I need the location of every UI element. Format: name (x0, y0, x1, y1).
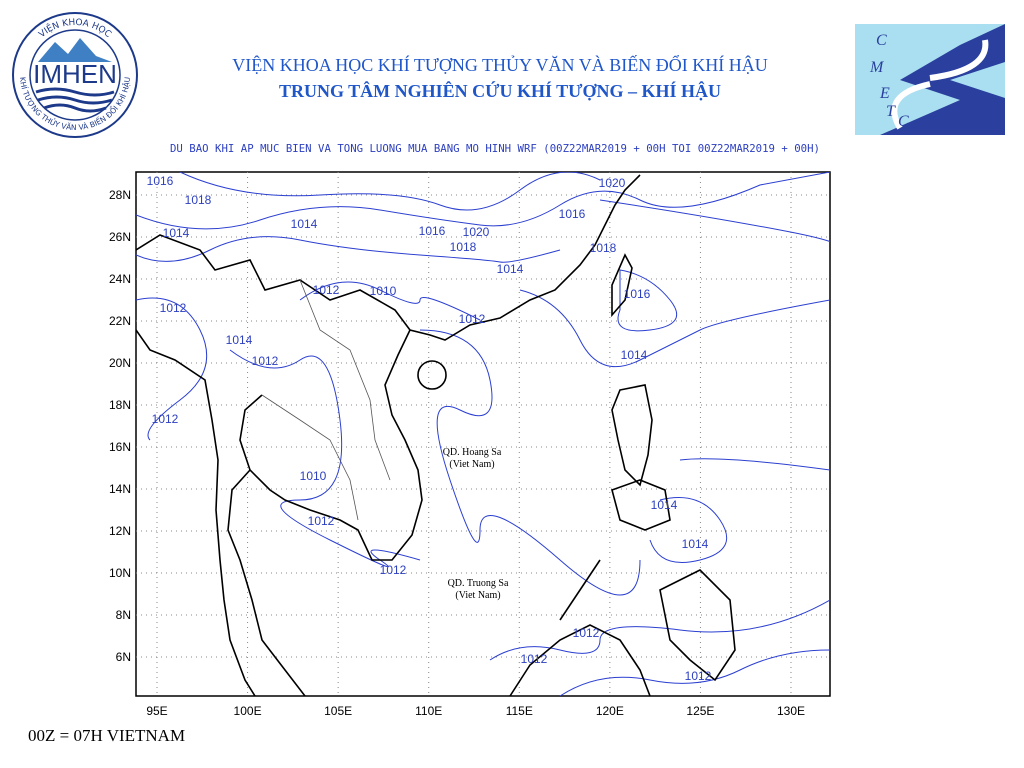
isobar-label: 1012 (252, 354, 279, 368)
isobar-label: 1018 (450, 240, 477, 254)
logo-letter: E (879, 85, 890, 102)
lon-tick-label: 120E (596, 704, 624, 718)
isobar-label: 1012 (313, 283, 340, 297)
lat-tick-label: 6N (116, 650, 131, 664)
isobar-label: 1012 (308, 514, 335, 528)
isobar-label: 1014 (291, 217, 318, 231)
map-frame (135, 171, 831, 697)
map-title: DU BAO KHI AP MUC BIEN VA TONG LUONG MUA… (170, 142, 820, 155)
isobar-label: 1014 (621, 348, 648, 362)
map-content (136, 172, 830, 696)
lon-tick-label: 115E (506, 704, 533, 718)
isobar-label: 1018 (185, 193, 212, 207)
logo-letter: T (886, 103, 896, 120)
lon-tick-label: 105E (324, 704, 352, 718)
lon-tick-label: 100E (234, 704, 262, 718)
isobar-label: 1014 (651, 498, 678, 512)
cmetc-logo (855, 24, 1005, 135)
institute-title: VIỆN KHOA HỌC KHÍ TƯỢNG THỦY VĂN VÀ BIẾN… (232, 54, 767, 75)
isobar-label: 1020 (463, 225, 490, 239)
place-name: QD. Truong Sa (448, 578, 509, 589)
imhen-logo: VIỆN KHOA HỌC KHÍ TƯỢNG THỦY VĂN VÀ BIẾN… (12, 12, 138, 138)
isobar-label: 1018 (590, 241, 617, 255)
isobar-label: 1014 (682, 537, 709, 551)
isobar-label: 1012 (573, 626, 600, 640)
lat-tick-label: 26N (109, 230, 131, 244)
lon-tick-label: 130E (777, 704, 805, 718)
isobar-label: 1014 (163, 226, 190, 240)
isobar-label: 1012 (459, 312, 486, 326)
lat-tick-label: 12N (109, 524, 131, 538)
lat-tick-label: 28N (109, 188, 131, 202)
isobar-label: 1012 (160, 301, 187, 315)
logo-letter: C (876, 32, 887, 49)
lat-tick-label: 22N (109, 314, 131, 328)
isobar-label: 1016 (147, 174, 174, 188)
isobar-label: 1016 (559, 207, 586, 221)
lon-tick-label: 110E (415, 704, 442, 718)
lat-tick-label: 20N (109, 356, 131, 370)
isobar-label: 1020 (599, 176, 626, 190)
place-name: QD. Hoang Sa (443, 447, 502, 458)
isobar-label: 1010 (370, 284, 397, 298)
footer-note: 00Z = 07H VIETNAM (28, 726, 185, 745)
logo-name: IMHEN (33, 59, 117, 89)
isobar-label: 1016 (419, 224, 446, 238)
lat-tick-label: 24N (109, 272, 131, 286)
lat-tick-label: 14N (109, 482, 131, 496)
lat-tick-label: 18N (109, 398, 131, 412)
lon-tick-label: 95E (146, 704, 167, 718)
isobar-label: 1012 (380, 563, 407, 577)
lat-tick-label: 16N (109, 440, 131, 454)
center-title: TRUNG TÂM NGHIÊN CỨU KHÍ TƯỢNG – KHÍ HẬU (279, 80, 721, 101)
isobar-label: 1014 (226, 333, 253, 347)
isobar-label: 1012 (521, 652, 548, 666)
lat-tick-label: 8N (116, 608, 131, 622)
isobar-label: 1014 (497, 262, 524, 276)
coastlines (136, 174, 736, 696)
isobar-label: 1012 (152, 412, 179, 426)
isobar-label: 1012 (685, 669, 712, 683)
logo-letter: C (898, 113, 909, 130)
place-note: (Viet Nam) (455, 590, 500, 601)
logo-letter: M (869, 59, 885, 76)
place-note: (Viet Nam) (449, 459, 494, 470)
lon-tick-label: 125E (686, 704, 714, 718)
isobar-label: 1010 (300, 469, 327, 483)
lat-tick-label: 10N (109, 566, 131, 580)
borders (261, 279, 391, 521)
isobar-label: 1016 (624, 287, 651, 301)
